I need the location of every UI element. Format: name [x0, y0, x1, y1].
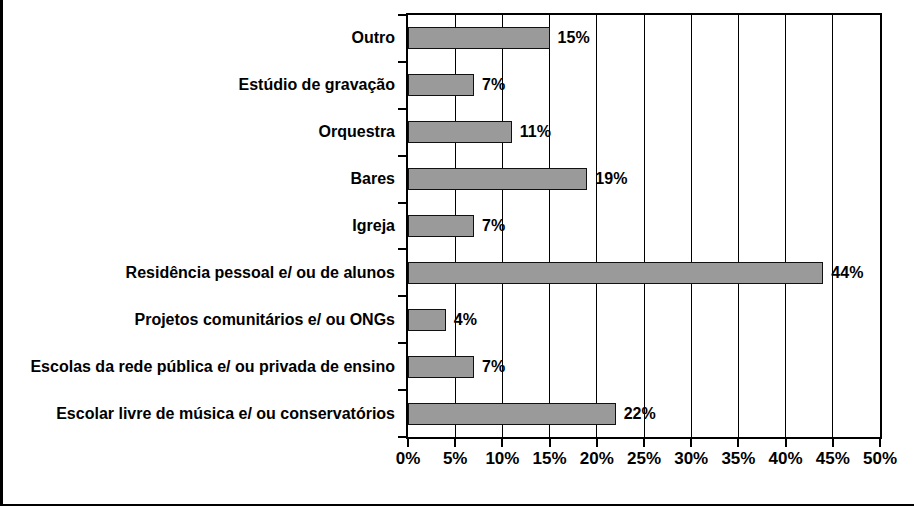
x-axis-tick — [643, 439, 645, 447]
x-axis-tick — [832, 439, 834, 447]
x-axis-tick — [407, 439, 409, 447]
bar — [408, 168, 587, 190]
bar — [408, 309, 446, 331]
bar-value-label: 15% — [558, 30, 590, 46]
x-tick-label: 25% — [627, 450, 661, 467]
bar — [408, 356, 474, 378]
bar — [408, 121, 512, 143]
bar-value-label: 44% — [831, 265, 863, 281]
x-axis-tick — [596, 439, 598, 447]
y-axis-tick — [398, 155, 406, 157]
gridline — [644, 15, 645, 437]
bar — [408, 215, 474, 237]
y-axis-tick — [398, 14, 406, 16]
bar-value-label: 7% — [482, 218, 505, 234]
gridline — [738, 15, 739, 437]
bar — [408, 262, 823, 284]
plot-area: 15% 7% 11% 19% 7% 44% 4% 7% 22% — [406, 13, 882, 439]
x-axis-tick — [454, 439, 456, 447]
x-axis-tick — [549, 439, 551, 447]
gridline — [549, 15, 550, 437]
bar-value-label: 7% — [482, 359, 505, 375]
category-label: Outro — [351, 30, 395, 46]
category-label: Orquestra — [319, 124, 395, 140]
gridline — [691, 15, 692, 437]
x-tick-label: 10% — [485, 450, 519, 467]
bar — [408, 403, 616, 425]
category-label: Projetos comunitários e/ ou ONGs — [135, 312, 396, 328]
figure-frame: 15% 7% 11% 19% 7% 44% 4% 7% 22% Outro Estúdio de … — [0, 0, 914, 506]
x-axis-tick — [501, 439, 503, 447]
x-tick-label: 5% — [443, 450, 468, 467]
y-axis-tick — [398, 436, 406, 438]
x-tick-label: 15% — [533, 450, 567, 467]
bar-value-label: 19% — [595, 171, 627, 187]
x-tick-label: 30% — [674, 450, 708, 467]
gridline — [596, 15, 597, 437]
y-axis-tick — [398, 202, 406, 204]
bar-value-label: 7% — [482, 77, 505, 93]
y-axis-tick — [398, 248, 406, 250]
gridline — [785, 15, 786, 437]
x-tick-label: 45% — [816, 450, 850, 467]
y-axis-tick — [398, 61, 406, 63]
y-axis-tick — [398, 389, 406, 391]
x-axis-tick — [879, 439, 881, 447]
category-label: Estúdio de gravação — [239, 77, 396, 93]
category-label: Escolas da rede pública e/ ou privada de… — [30, 359, 395, 375]
x-axis-tick — [690, 439, 692, 447]
x-tick-label: 20% — [580, 450, 614, 467]
category-label: Igreja — [352, 218, 395, 234]
category-label: Bares — [351, 171, 395, 187]
bar — [408, 27, 550, 49]
bar-value-label: 11% — [520, 124, 551, 140]
x-tick-label: 40% — [769, 450, 803, 467]
x-axis-tick — [737, 439, 739, 447]
y-axis-tick — [398, 342, 406, 344]
bar-value-label: 4% — [454, 312, 477, 328]
x-tick-label: 35% — [721, 450, 755, 467]
bar-value-label: 22% — [624, 406, 656, 422]
y-axis-tick — [398, 108, 406, 110]
category-label: Escolar livre de música e/ ou conservató… — [56, 406, 395, 422]
bar — [408, 74, 474, 96]
x-tick-label: 0% — [396, 450, 421, 467]
x-axis-tick — [785, 439, 787, 447]
y-axis-tick — [398, 295, 406, 297]
gridline — [832, 15, 833, 437]
category-label: Residência pessoal e/ ou de alunos — [126, 265, 395, 281]
x-tick-label: 50% — [863, 450, 897, 467]
